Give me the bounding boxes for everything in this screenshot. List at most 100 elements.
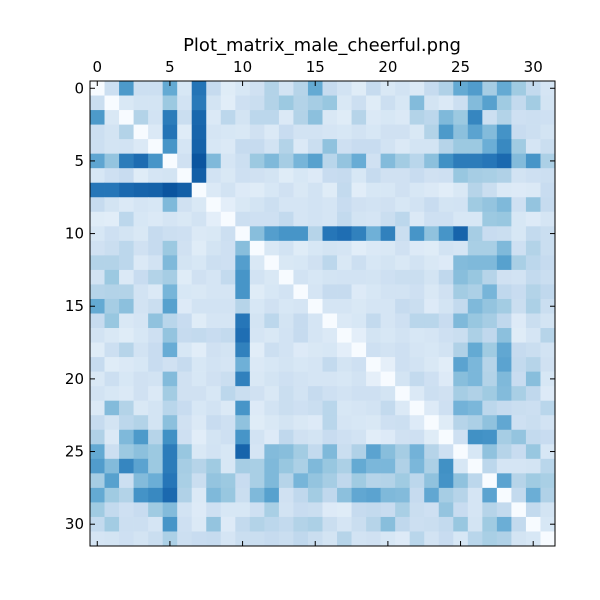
heatmap-cell-r14-c25 [453, 284, 469, 300]
heatmap-cell-r0-c24 [438, 81, 454, 96]
heatmap-cell-r13-c6 [177, 269, 193, 285]
heatmap-cell-r3-c19 [366, 124, 381, 140]
heatmap-cell-r1-c13 [278, 95, 294, 111]
heatmap-cell-r19-c16 [322, 357, 338, 372]
heatmap-cell-r19-c29 [511, 357, 527, 372]
heatmap-cell-r1-c4 [148, 95, 164, 111]
heatmap-cell-r11-c11 [249, 240, 265, 256]
heatmap-cell-r0-c3 [133, 81, 149, 96]
heatmap-cell-r13-c13 [278, 269, 294, 285]
heatmap-cell-r2-c27 [482, 110, 498, 125]
heatmap-cell-r16-c13 [278, 313, 294, 329]
heatmap-cell-r30-c15 [307, 516, 323, 532]
heatmap-cell-r27-c24 [438, 473, 454, 489]
heatmap-cell-r3-c13 [278, 124, 294, 140]
heatmap-cell-r3-c15 [307, 124, 323, 140]
heatmap-cell-r4-c25 [453, 139, 469, 155]
heatmap-cell-r17-c21 [395, 328, 411, 343]
heatmap-cell-r15-c10 [235, 298, 251, 314]
heatmap-cell-r23-c6 [177, 415, 193, 431]
heatmap-cell-r31-c28 [496, 531, 512, 547]
heatmap-cell-r25-c20 [380, 444, 396, 460]
heatmap-cell-r9-c24 [438, 211, 454, 227]
heatmap-cell-r28-c10 [235, 487, 251, 503]
heatmap-cell-r9-c19 [366, 211, 381, 227]
heatmap-cell-r9-c2 [119, 211, 134, 227]
heatmap-cell-r28-c26 [467, 487, 483, 503]
heatmap-cell-r5-c31 [540, 153, 556, 169]
heatmap-cell-r12-c28 [496, 255, 512, 271]
heatmap-cell-r1-c0 [90, 95, 105, 111]
heatmap-cell-r14-c4 [148, 284, 164, 300]
heatmap-cell-r9-c1 [104, 211, 120, 227]
heatmap-cell-r26-c28 [496, 458, 512, 474]
heatmap-cell-r16-c20 [380, 313, 396, 329]
heatmap-cell-r4-c26 [467, 139, 483, 155]
heatmap-cell-r21-c22 [409, 386, 425, 402]
heatmap-cell-r11-c19 [366, 240, 381, 256]
heatmap-cell-r28-c2 [119, 487, 134, 503]
heatmap-cell-r7-c0 [90, 182, 105, 198]
heatmap-cell-r25-c26 [467, 444, 483, 460]
heatmap-cell-r0-c22 [409, 81, 425, 96]
heatmap-cell-r6-c8 [206, 168, 222, 184]
heatmap-cell-r21-c18 [351, 386, 367, 402]
heatmap-cell-r16-c1 [104, 313, 120, 329]
heatmap-cell-r25-c14 [293, 444, 309, 460]
heatmap-cell-r7-c28 [496, 182, 512, 198]
heatmap-cell-r21-c27 [482, 386, 498, 402]
heatmap-cell-r30-c18 [351, 516, 367, 532]
heatmap-cell-r7-c27 [482, 182, 498, 198]
heatmap-cell-r10-c4 [148, 226, 164, 242]
heatmap-cell-r20-c28 [496, 371, 512, 387]
heatmap-cell-r15-c21 [395, 298, 411, 314]
heatmap-cell-r22-c11 [249, 400, 265, 416]
heatmap-cell-r14-c10 [235, 284, 251, 300]
heatmap-cell-r22-c30 [525, 400, 541, 416]
heatmap-cell-r14-c21 [395, 284, 411, 300]
heatmap-cell-r20-c21 [395, 371, 411, 387]
heatmap-cell-r22-c29 [511, 400, 527, 416]
heatmap-cell-r3-c9 [220, 124, 236, 140]
heatmap-cell-r27-c3 [133, 473, 149, 489]
heatmap-cell-r14-c8 [206, 284, 222, 300]
heatmap-cell-r23-c17 [337, 415, 352, 431]
heatmap-cell-r30-c3 [133, 516, 149, 532]
heatmap-cell-r24-c30 [525, 429, 541, 445]
heatmap-cell-r18-c31 [540, 342, 556, 358]
heatmap-cell-r1-c22 [409, 95, 425, 111]
heatmap-cell-r18-c17 [337, 342, 352, 358]
heatmap-cell-r8-c27 [482, 197, 498, 213]
heatmap-cell-r25-c7 [191, 444, 207, 460]
x-tick-label-15: 15 [306, 58, 325, 76]
heatmap-cell-r7-c24 [438, 182, 454, 198]
heatmap-cell-r7-c4 [148, 182, 164, 198]
heatmap-cell-r7-c22 [409, 182, 425, 198]
heatmap-cell-r1-c8 [206, 95, 222, 111]
heatmap-cell-r12-c10 [235, 255, 251, 271]
heatmap-cell-r19-c25 [453, 357, 469, 372]
heatmap-cell-r1-c27 [482, 95, 498, 111]
heatmap-cell-r16-c19 [366, 313, 381, 329]
heatmap-cell-r1-c19 [366, 95, 381, 111]
heatmap-cell-r9-c7 [191, 211, 207, 227]
y-tick-label-0: 0 [74, 79, 84, 97]
heatmap-cell-r17-c6 [177, 328, 193, 343]
heatmap-cell-r7-c9 [220, 182, 236, 198]
heatmap-cell-r7-c16 [322, 182, 338, 198]
heatmap-cell-r10-c7 [191, 226, 207, 242]
heatmap-cell-r4-c10 [235, 139, 251, 155]
heatmap-cell-r21-c10 [235, 386, 251, 402]
heatmap-cell-r30-c17 [337, 516, 352, 532]
heatmap-cell-r0-c29 [511, 81, 527, 96]
heatmap-cell-r9-c28 [496, 211, 512, 227]
heatmap-cell-r27-c5 [162, 473, 178, 489]
heatmap-cell-r24-c25 [453, 429, 469, 445]
heatmap-cell-r28-c5 [162, 487, 178, 503]
heatmap-cell-r22-c25 [453, 400, 469, 416]
heatmap-cell-r21-c29 [511, 386, 527, 402]
heatmap-cell-r24-c24 [438, 429, 454, 445]
heatmap-cell-r11-c31 [540, 240, 556, 256]
heatmap-cell-r19-c1 [104, 357, 120, 372]
heatmap-cell-r17-c25 [453, 328, 469, 343]
